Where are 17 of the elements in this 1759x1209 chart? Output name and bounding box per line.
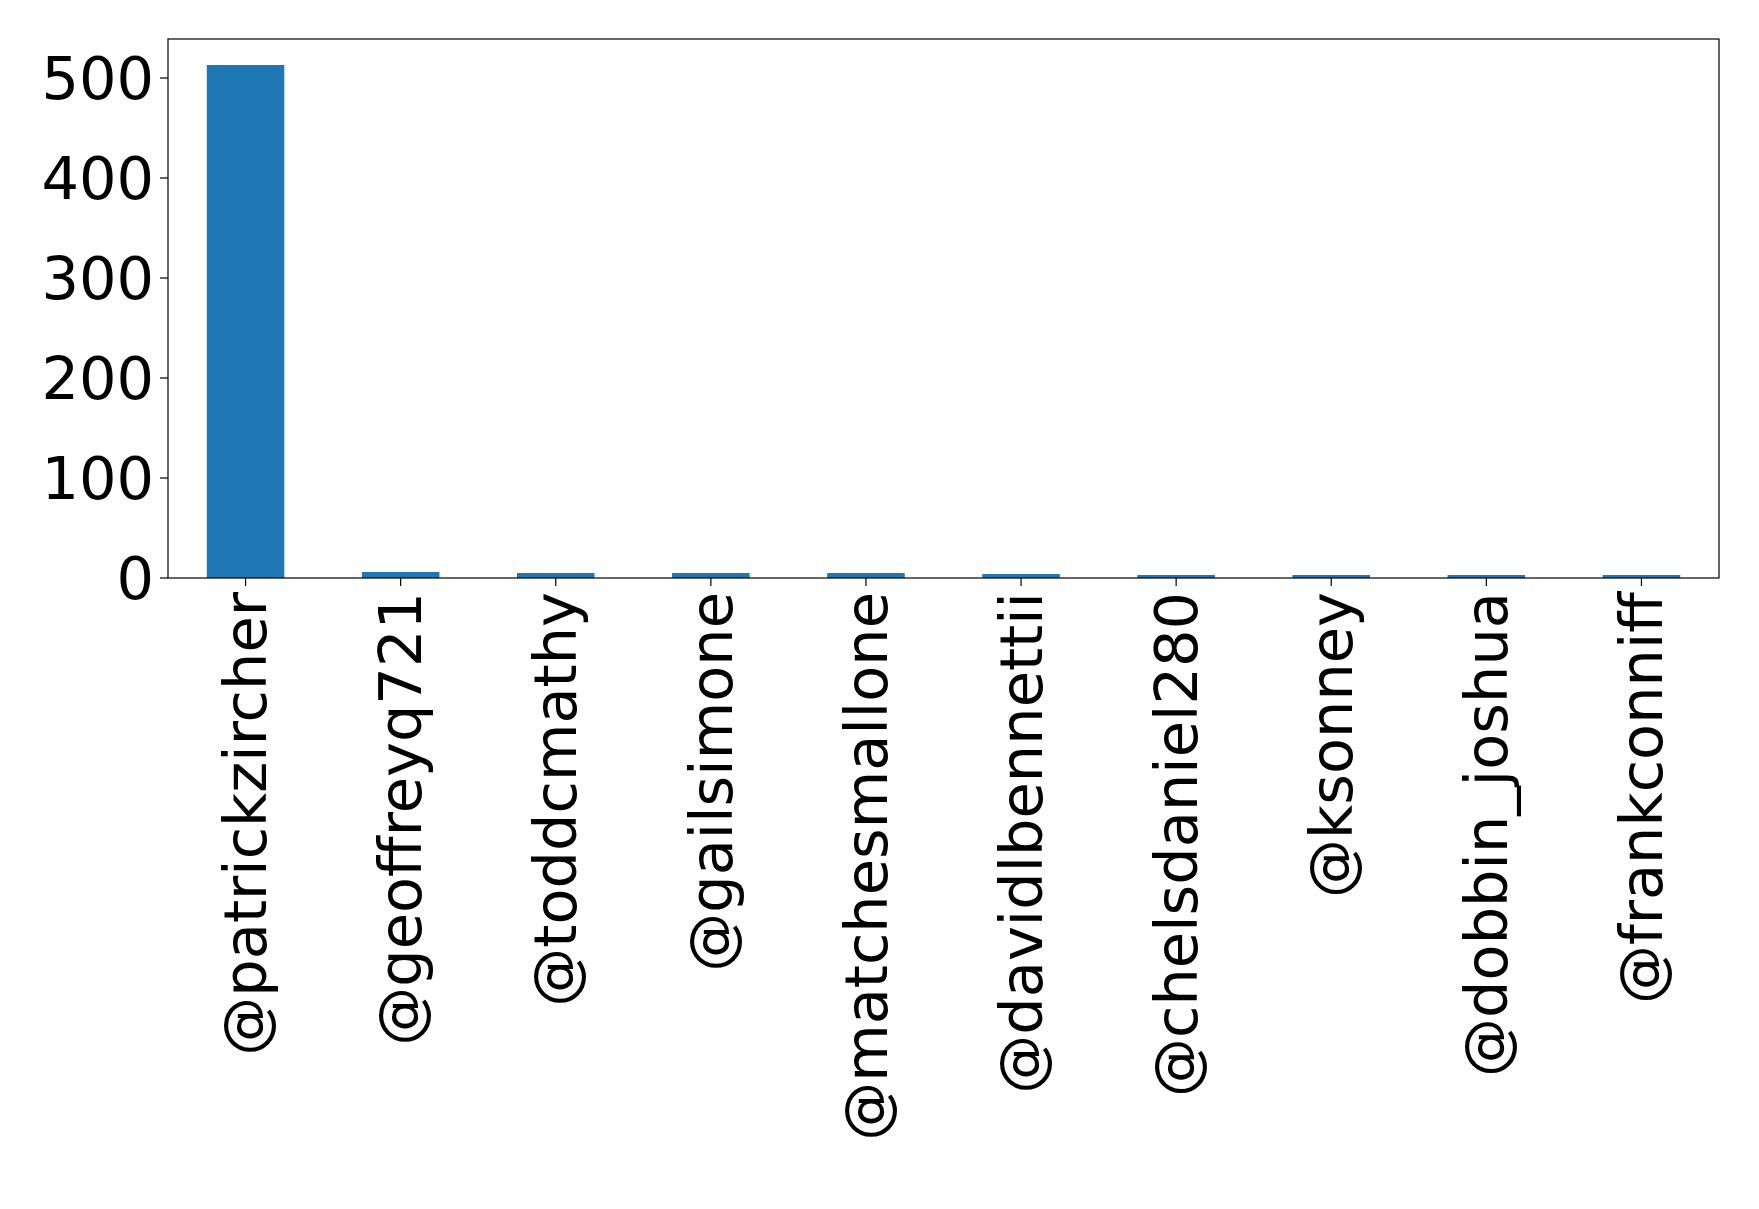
y-tick-label: 100: [41, 443, 154, 513]
x-tick-label: @geoffreyq721: [366, 592, 436, 1046]
x-tick-label: @frankconniff: [1607, 590, 1677, 1005]
x-tick-label: @toddcmathy: [521, 592, 591, 1007]
x-tick-label: @gailsimone: [676, 592, 746, 972]
x-tick-label: @dobbin_joshua: [1452, 592, 1521, 1077]
y-tick-label: 400: [41, 143, 154, 213]
x-tick-label: @ksonney: [1296, 592, 1366, 899]
y-tick-label: 200: [41, 343, 154, 413]
x-tick-label: @chelsdaniel280: [1141, 592, 1211, 1097]
x-tick-label: @davidlbennettii: [986, 592, 1056, 1094]
bar: [206, 65, 285, 578]
y-tick-label: 0: [116, 543, 154, 613]
y-tick-label: 300: [41, 243, 154, 313]
x-tick-label: @matchesmallone: [831, 592, 901, 1141]
y-tick-label: 500: [41, 43, 154, 113]
x-tick-label: @patrickzircher: [211, 591, 281, 1056]
